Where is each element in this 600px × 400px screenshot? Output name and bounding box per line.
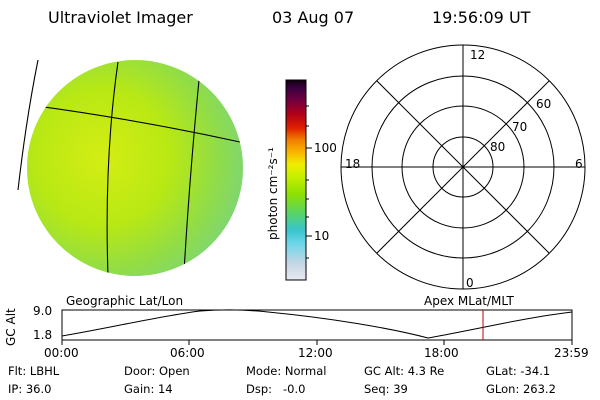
mlat-label-80: 80 [490,140,506,154]
geographic-grid [27,61,241,276]
mlat-label-70: 70 [512,120,528,134]
time-tick-4: 23:59 [554,346,589,360]
date-label: 03 Aug 07 [272,8,355,27]
dsp-status: Dsp: -0.0 [246,382,306,396]
altitude-min-label: 1.8 [33,328,53,342]
colorbar-tick-10: 10 [314,229,330,243]
magnetic-grid-label: Apex MLat/MLT [424,294,514,308]
time-tick-0: 00:00 [44,346,79,360]
altitude-curve [61,309,573,339]
polar-plot [340,44,586,290]
time-tick-3: 18:00 [424,346,459,360]
mlt-label-12: 12 [470,48,486,62]
mode-status: Mode: Normal [246,364,327,378]
mlat-label-60: 60 [536,97,552,111]
altitude-max-label: 9.0 [33,304,53,318]
gc-altitude-status: GC Alt: 4.3 Re [364,364,445,378]
time-tick-2: 12:00 [298,346,333,360]
polar-diagonal-2 [376,80,550,254]
colorbar-tick-100: 100 [314,141,337,155]
time-tick-1: 06:00 [170,346,205,360]
colorbar [285,79,312,281]
sequence-status: Seq: 39 [364,382,408,396]
instrument-title: Ultraviolet Imager [48,8,193,27]
colorbar-unit-label: photon cm⁻²s⁻¹ [266,147,280,240]
longitude-line [17,59,39,191]
mlt-label-0: 0 [466,276,474,290]
geographic-longitude: GLon: 263.2 [486,382,556,396]
altitude-strip [61,309,573,345]
gain-status: Gain: 14 [124,382,173,396]
geographic-grid-label: Geographic Lat/Lon [66,294,184,308]
geographic-latitude: GLat: -34.1 [486,364,551,378]
mlt-label-6: 6 [575,157,583,171]
altitude-axis-label: GC Alt [4,308,18,346]
mlt-label-18: 18 [345,157,361,171]
colorbar-scale [285,79,307,281]
time-label: 19:56:09 UT [432,8,531,27]
altitude-frame [61,309,573,341]
filter-status: Flt: LBHL [8,364,60,378]
ip-status: IP: 36.0 [8,382,52,396]
earth-image [17,59,243,276]
door-status: Door: Open [124,364,190,378]
